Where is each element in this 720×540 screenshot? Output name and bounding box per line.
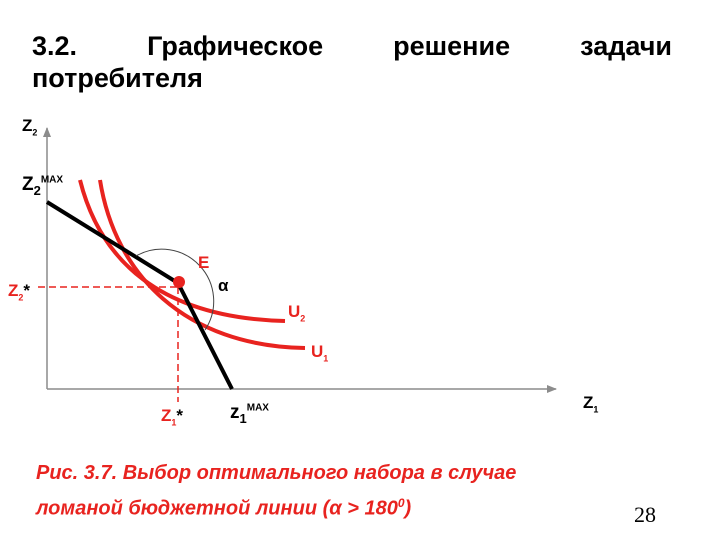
title-word-1: 3.2. — [32, 31, 78, 61]
z2-axis-label: Z2 — [22, 116, 38, 138]
title-word-3: решение — [393, 31, 511, 61]
slide-title: 3.2. Графическое решение задачи потребит… — [32, 30, 672, 94]
optimum-point-e — [173, 276, 185, 288]
indifference-curve-u2 — [78, 179, 286, 323]
title-line-2: потребителя — [32, 63, 203, 93]
title-word-2: Графическое — [147, 31, 324, 61]
angle-alpha-arc — [135, 248, 215, 331]
budget-line — [45, 200, 234, 390]
alpha-label: α — [218, 276, 229, 295]
caption-line-2: ломаной бюджетной линии (α > 1800) — [36, 496, 412, 520]
z1-axis-label: Z1 — [583, 393, 599, 415]
point-e-label: E — [198, 253, 210, 272]
title-word-4: задачи — [580, 31, 672, 61]
u2-label: U2 — [288, 302, 306, 324]
caption-line-1: Рис. 3.7. Выбор оптимального набора в сл… — [36, 462, 517, 484]
z1-max-label: z1MAX — [230, 402, 269, 426]
u1-label: U1 — [311, 342, 329, 364]
figure-caption: Рис. 3.7. Выбор оптимального набора в сл… — [36, 458, 656, 524]
indifference-curve-u1 — [98, 179, 306, 350]
z2-star-label: Z2* — [8, 281, 31, 303]
page-number: 28 — [634, 502, 656, 527]
z2-max-label: Z2MAX — [22, 174, 64, 198]
z1-star-label: Z1* — [161, 406, 184, 428]
